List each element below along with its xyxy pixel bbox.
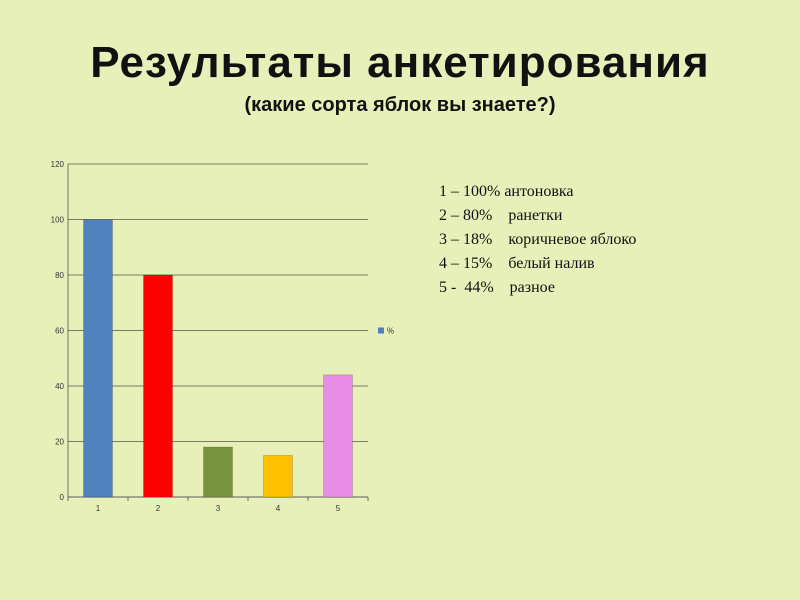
answer-row-2: 2 – 80% ранетки [439, 207, 563, 224]
page-subtitle: (какие сорта яблок вы знаете?) [244, 94, 556, 116]
x-tick-label: 1 [96, 504, 101, 513]
y-tick-label: 40 [55, 382, 64, 391]
y-tick-label: 20 [55, 438, 64, 447]
y-tick-label: 100 [51, 216, 65, 225]
bar-2 [143, 274, 173, 498]
x-tick-label: 5 [336, 504, 341, 513]
x-tick-label: 3 [216, 504, 221, 513]
bar-3 [203, 446, 233, 498]
answer-row-4: 4 – 15% белый налив [439, 255, 595, 272]
y-tick-label: 0 [60, 493, 65, 502]
answer-row-5: 5 - 44% разное [439, 279, 555, 296]
x-tick-label: 2 [156, 504, 161, 513]
answers-list: 1 – 100% антоновка 2 – 80% ранетки 3 – 1… [439, 180, 636, 300]
y-tick-label: 120 [51, 160, 65, 169]
answer-row-3: 3 – 18% коричневое яблоко [439, 231, 637, 248]
x-tick-label: 4 [276, 504, 281, 513]
y-tick-label: 80 [55, 271, 64, 280]
bar-5 [323, 374, 353, 498]
bar-4 [263, 455, 293, 498]
answer-row-1: 1 – 100% антоновка [439, 183, 574, 200]
y-tick-label: 60 [55, 327, 64, 336]
legend-label: % [387, 327, 394, 336]
bar-chart: 0 20 40 60 80 100 120 1 2 3 4 5% [51, 160, 394, 513]
bar-1 [83, 219, 113, 498]
page-title: Результаты анкетирования [90, 38, 710, 87]
legend-swatch [378, 327, 384, 334]
